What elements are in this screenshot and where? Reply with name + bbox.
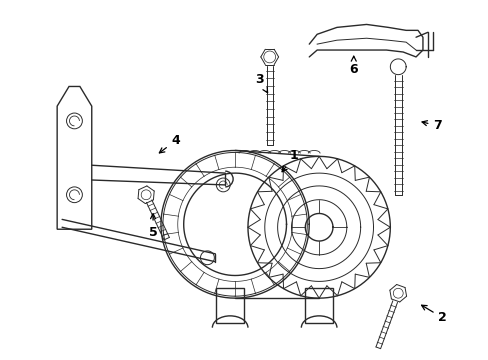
Text: 6: 6 — [349, 56, 357, 76]
Text: 5: 5 — [148, 214, 157, 239]
Text: 3: 3 — [255, 73, 267, 93]
Text: 2: 2 — [421, 305, 446, 324]
Text: 1: 1 — [282, 149, 298, 172]
Text: 4: 4 — [159, 134, 180, 153]
Text: 7: 7 — [421, 120, 441, 132]
